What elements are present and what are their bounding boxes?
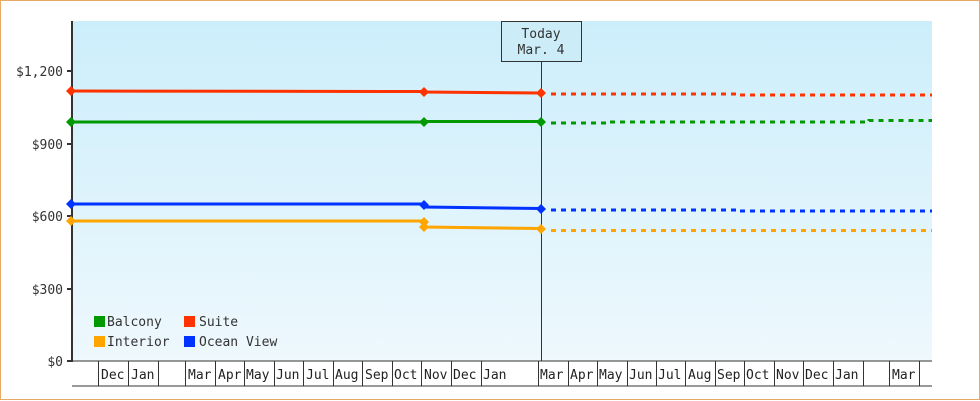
month-label: Dec	[101, 368, 124, 383]
plot-area	[72, 21, 932, 361]
today-box	[501, 21, 582, 62]
today-label: Today	[521, 27, 560, 42]
y-ticks	[67, 70, 72, 362]
month-label: Apr	[218, 368, 242, 383]
series-balcony	[66, 117, 932, 127]
legend-swatch-suite	[184, 316, 195, 327]
month-label: Oct	[394, 368, 417, 383]
month-label: Dec	[805, 368, 828, 383]
legend-label-suite: Suite	[199, 315, 238, 330]
month-label: Jan	[483, 368, 506, 383]
month-label: Aug	[688, 368, 711, 383]
series-ocean-view	[66, 199, 932, 214]
series-suite	[66, 86, 932, 98]
month-label: Dec	[453, 368, 476, 383]
legend-label-ocean-view: Ocean View	[199, 335, 277, 350]
month-label: Jun	[276, 368, 299, 383]
month-label: May	[246, 368, 270, 383]
month-label: Jan	[835, 368, 858, 383]
y-tick-label: $0	[47, 355, 63, 370]
legend-swatch-ocean-view	[184, 336, 195, 347]
series-interior	[66, 216, 932, 234]
today-date: Mar. 4	[518, 43, 565, 58]
month-label: Jul	[658, 368, 681, 383]
legend-label-interior: Interior	[107, 335, 170, 350]
y-tick-label: $900	[32, 138, 63, 153]
month-label: Mar	[892, 368, 916, 383]
month-label: Oct	[746, 368, 769, 383]
legend: Balcony Suite Interior Ocean View	[94, 315, 277, 350]
y-tick-label: $300	[32, 283, 63, 298]
legend-label-balcony: Balcony	[107, 315, 162, 330]
month-label: Sep	[717, 368, 741, 383]
month-label: Sep	[365, 368, 389, 383]
month-label: Jul	[306, 368, 329, 383]
x-axis	[72, 360, 932, 387]
y-tick-label: $600	[32, 210, 63, 225]
legend-swatch-interior	[94, 336, 105, 347]
month-label: Mar	[540, 368, 564, 383]
month-label: Nov	[776, 368, 800, 383]
month-label: Aug	[335, 368, 358, 383]
legend-swatch-balcony	[94, 316, 105, 327]
month-label: Mar	[188, 368, 212, 383]
x-month-labels: Dec Jan Mar Apr May Jun Jul Aug Sep Oct …	[101, 368, 916, 383]
month-label: May	[599, 368, 623, 383]
month-label: Jun	[629, 368, 652, 383]
month-label: Jan	[131, 368, 154, 383]
month-label: Apr	[570, 368, 594, 383]
month-label: Nov	[424, 368, 448, 383]
y-tick-label: $1,200	[16, 65, 63, 80]
